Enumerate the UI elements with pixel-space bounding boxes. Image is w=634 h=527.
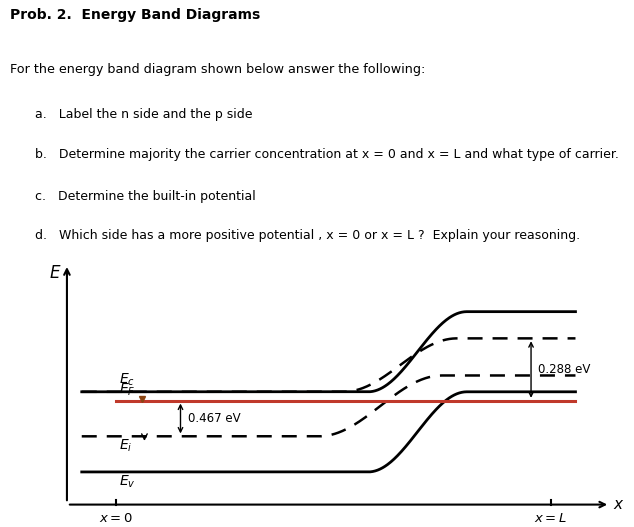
Text: $x = 0$: $x = 0$ bbox=[100, 512, 133, 525]
Text: For the energy band diagram shown below answer the following:: For the energy band diagram shown below … bbox=[10, 63, 425, 76]
Text: $E$: $E$ bbox=[49, 264, 61, 282]
Text: c.   Determine the built-in potential: c. Determine the built-in potential bbox=[35, 190, 256, 203]
Text: 0.467 eV: 0.467 eV bbox=[188, 412, 240, 425]
Text: $E_F$: $E_F$ bbox=[119, 382, 135, 398]
Text: $x = L$: $x = L$ bbox=[534, 512, 567, 525]
Text: d.   Which side has a more positive potential , x = 0 or x = L ?  Explain your r: d. Which side has a more positive potent… bbox=[35, 229, 580, 242]
Text: $E_c$: $E_c$ bbox=[119, 372, 135, 388]
Text: $x$: $x$ bbox=[612, 497, 624, 512]
Text: b.   Determine majority the carrier concentration at x = 0 and x = L and what ty: b. Determine majority the carrier concen… bbox=[35, 148, 619, 161]
Text: Prob. 2.  Energy Band Diagrams: Prob. 2. Energy Band Diagrams bbox=[10, 8, 260, 22]
Text: $E_i$: $E_i$ bbox=[119, 438, 133, 454]
Text: $E_v$: $E_v$ bbox=[119, 473, 136, 490]
Text: a.   Label the n side and the p side: a. Label the n side and the p side bbox=[35, 108, 252, 121]
Text: 0.288 eV: 0.288 eV bbox=[538, 363, 591, 376]
